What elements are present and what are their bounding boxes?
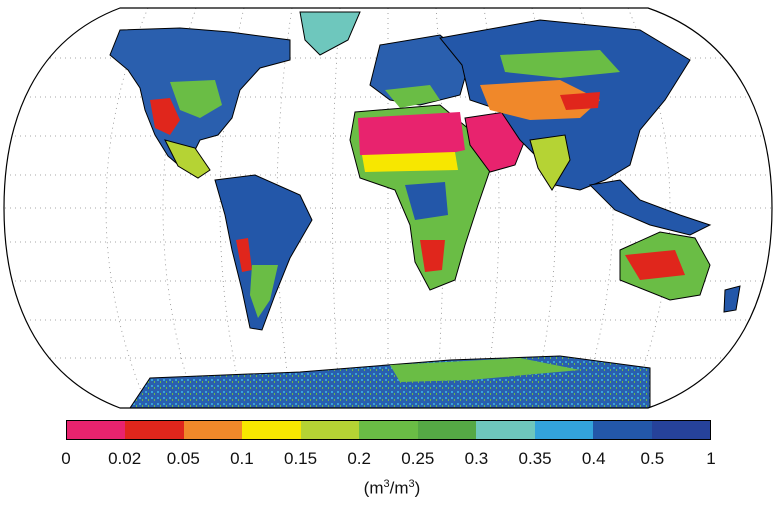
mexico [164,139,211,179]
color-swatch [300,421,360,439]
gobi [560,92,600,110]
unit-mid: /m [389,478,409,498]
color-scale-tick-label: 0.3 [464,449,489,468]
world-soil-moisture-map [3,7,773,409]
land-masses [109,11,741,408]
color-scale-tick-label: 0.4 [581,449,606,468]
color-swatch [125,421,184,439]
sahel [362,152,458,172]
color-scale-tick-label: 0.25 [401,449,435,468]
color-swatch [534,421,594,439]
congo [405,182,448,220]
southeast-asia [588,179,712,236]
color-scale-unit-label: (m3/m3) [364,478,421,499]
color-swatch [183,421,243,439]
south-america-south [250,265,278,318]
color-swatch [476,421,535,439]
color-scale-bar [66,420,711,440]
australia-arid [625,250,685,280]
central-asia-arid [480,80,600,120]
south-america [214,174,313,331]
unit-exponent-1: 3 [383,478,390,490]
sahara [358,112,465,160]
color-swatch [67,421,126,439]
color-scale-tick-label: 0.2 [347,449,371,468]
color-scale-tick-label: 0.02 [108,449,142,468]
unit-exponent-2: 3 [408,478,415,490]
color-swatch [593,421,652,439]
color-scale-tick-label: 0.5 [640,449,665,468]
color-scale-tick-label: 0 [61,449,71,468]
color-swatch [359,421,418,439]
antarctica-green [390,358,580,382]
unit-prefix: (m [363,478,384,498]
new-zealand [723,285,741,313]
europe-south [385,85,440,108]
siberia-green [500,50,620,78]
greenland [299,11,361,56]
color-scale-tick-label: 0.05 [166,449,200,468]
color-swatch [242,421,301,439]
usa-green-interior [170,80,222,118]
color-scale-tick-label: 0.1 [230,449,254,468]
globe-outline [3,7,773,409]
kalahari [420,240,445,272]
color-swatch [417,421,477,439]
south-america-west-dry [236,238,252,272]
globe [4,8,772,408]
usa-dry-west [150,98,180,135]
color-scale-tick-label: 0.15 [283,449,318,468]
india [529,134,571,191]
color-swatch [651,421,710,439]
color-scale-tick-label: 0.35 [518,449,552,468]
color-scale-tick-label: 1 [706,449,716,468]
unit-suffix: ) [414,478,421,498]
